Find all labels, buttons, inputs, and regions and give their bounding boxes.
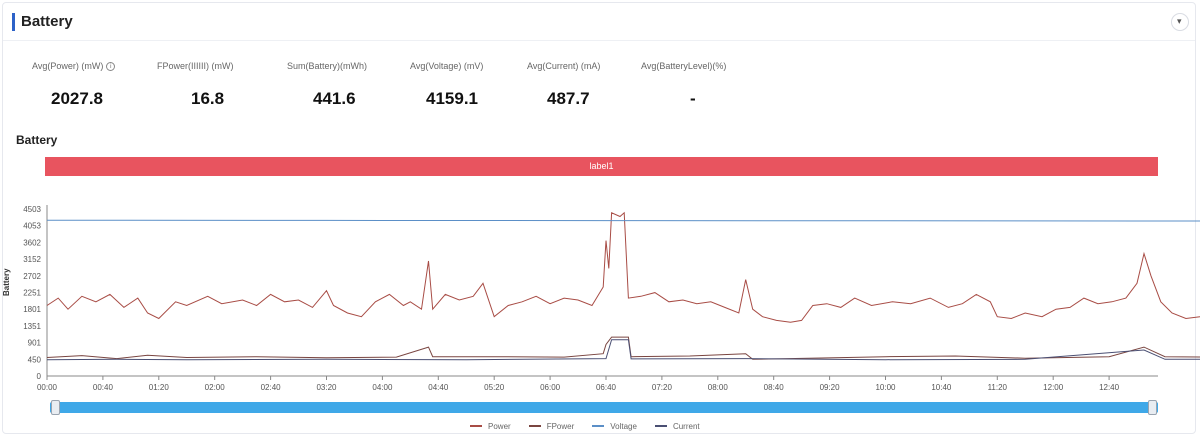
y-tick-label: 901 bbox=[28, 339, 42, 348]
info-icon[interactable]: i bbox=[106, 62, 116, 72]
series-line-power bbox=[46, 211, 1200, 323]
x-tick-label: 08:00 bbox=[708, 383, 729, 390]
metric-label-avg-voltage: Avg(Voltage) (mV) bbox=[410, 61, 484, 71]
y-tick-label: 4053 bbox=[23, 222, 41, 231]
x-tick-label: 12:40 bbox=[1099, 383, 1120, 390]
metric-value-avg-current: 487.7 bbox=[547, 89, 590, 108]
legend-swatch bbox=[654, 425, 667, 427]
legend-item-fpower[interactable]: FPower bbox=[528, 420, 575, 432]
series-line-current bbox=[46, 339, 1200, 361]
legend-label: Power bbox=[488, 421, 511, 431]
panel-title: Battery bbox=[21, 13, 73, 30]
y-tick-label: 1351 bbox=[23, 322, 41, 331]
x-tick-label: 00:40 bbox=[93, 383, 114, 390]
series-line-voltage bbox=[46, 219, 1200, 222]
metric-label-sum-battery: Sum(Battery)(mWh) bbox=[287, 61, 368, 71]
zoom-slider-right-handle[interactable] bbox=[1148, 400, 1157, 415]
panel-header: Battery ▾ bbox=[3, 3, 1195, 41]
legend-label: Voltage bbox=[610, 421, 637, 431]
x-tick-label: 07:20 bbox=[652, 383, 673, 390]
x-tick-label: 01:20 bbox=[149, 383, 170, 390]
metric-value-avg-battery-level: - bbox=[690, 89, 696, 108]
legend-item-current[interactable]: Current bbox=[654, 420, 700, 432]
legend-swatch bbox=[528, 425, 541, 427]
x-tick-label: 12:00 bbox=[1043, 383, 1064, 390]
x-tick-label: 02:40 bbox=[261, 383, 282, 390]
metric-label-avg-battery-level: Avg(BatteryLevel)(%) bbox=[641, 61, 727, 71]
y-tick-label: 3602 bbox=[23, 238, 41, 247]
series-line-fpower bbox=[46, 336, 1200, 360]
metric-value-avg-power: 2027.8 bbox=[51, 89, 103, 108]
legend-swatch bbox=[470, 425, 482, 427]
metric-label-avg-current: Avg(Current) (mA) bbox=[527, 61, 601, 71]
chart-legend: Power FPower Voltage Current bbox=[470, 420, 700, 432]
metric-label-fpower: FPower(IIIIII) (mW) bbox=[157, 61, 234, 71]
y-tick-label: 1801 bbox=[23, 305, 41, 314]
x-tick-label: 08:40 bbox=[764, 383, 785, 390]
y-tick-label: 2251 bbox=[23, 289, 41, 298]
x-tick-label: 06:40 bbox=[596, 383, 617, 390]
battery-line-chart[interactable]: 0 450 901 1351 1801 2251 2702 3152 3602 4053 4503 0… bbox=[0, 195, 1200, 390]
x-tick-label: 05:20 bbox=[484, 383, 505, 390]
x-tick-label: 10:40 bbox=[931, 383, 952, 390]
y-tick-label: 3152 bbox=[23, 255, 41, 264]
x-tick-label: 09:20 bbox=[820, 383, 841, 390]
y-tick-label: 2702 bbox=[23, 272, 41, 281]
y-tick-label: 4503 bbox=[23, 205, 41, 214]
legend-item-voltage[interactable]: Voltage bbox=[592, 420, 637, 432]
chevron-down-icon: ▾ bbox=[1177, 16, 1182, 26]
chart-section-title: Battery bbox=[16, 133, 58, 147]
legend-item-power[interactable]: Power bbox=[470, 420, 511, 432]
x-tick-label: 00:00 bbox=[37, 383, 58, 390]
x-tick-label: 02:00 bbox=[205, 383, 226, 390]
x-tick-label: 04:00 bbox=[372, 383, 393, 390]
header-accent-bar bbox=[12, 13, 15, 31]
x-tick-label: 04:40 bbox=[428, 383, 449, 390]
legend-label: FPower bbox=[546, 421, 575, 431]
metric-value-sum-battery: 441.6 bbox=[313, 89, 356, 108]
x-tick-label: 10:00 bbox=[875, 383, 896, 390]
legend-swatch bbox=[592, 425, 605, 427]
collapse-button[interactable]: ▾ bbox=[1171, 13, 1189, 31]
label-bar[interactable]: label1 bbox=[45, 157, 1158, 176]
x-tick-label: 03:20 bbox=[316, 383, 337, 390]
y-tick-label: 450 bbox=[28, 355, 42, 364]
metric-label-text: Avg(Power) (mW) bbox=[32, 61, 104, 71]
metric-value-avg-voltage: 4159.1 bbox=[426, 89, 478, 108]
zoom-slider-track[interactable] bbox=[50, 402, 1158, 413]
metric-value-fpower: 16.8 bbox=[191, 89, 225, 108]
x-tick-label: 06:00 bbox=[540, 383, 561, 390]
legend-label: Current bbox=[672, 421, 700, 431]
y-tick-label: 0 bbox=[37, 372, 42, 381]
metric-label-avg-power: Avg(Power) (mW) i bbox=[32, 61, 116, 72]
x-tick-label: 11:20 bbox=[988, 383, 1008, 390]
zoom-slider-left-handle[interactable] bbox=[51, 400, 60, 415]
